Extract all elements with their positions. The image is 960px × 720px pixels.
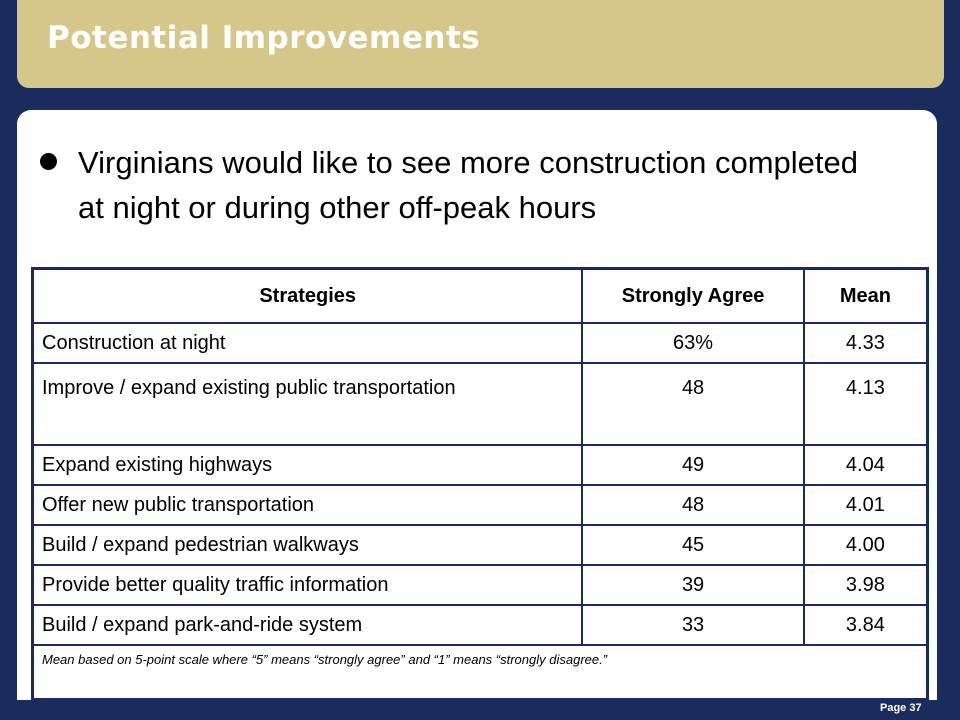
mean-cell: 4.04: [802, 444, 929, 486]
strongly-agree-cell: 63%: [581, 322, 805, 364]
bullet-point: Virginians would like to see more constr…: [40, 140, 880, 230]
mean-cell: 3.84: [802, 604, 929, 646]
page-number: Page 37: [880, 702, 922, 714]
strategies-table: Strategies Strongly Agree Mean Construct…: [31, 267, 929, 701]
strongly-agree-cell: 39: [581, 564, 805, 606]
bullet-dot-icon: [40, 153, 57, 170]
table-row: Construction at night 63% 4.33: [31, 322, 929, 364]
mean-cell: 3.98: [802, 564, 929, 606]
table-row: Build / expand park-and-ride system 33 3…: [31, 604, 929, 646]
header-mean: Mean: [802, 267, 929, 324]
mean-cell: 4.13: [802, 362, 929, 446]
bullet-text: Virginians would like to see more constr…: [78, 145, 858, 225]
table-row: Provide better quality traffic informati…: [31, 564, 929, 606]
strategy-cell: Improve / expand existing public transpo…: [31, 362, 584, 446]
strongly-agree-cell: 45: [581, 524, 805, 566]
strategy-cell: Provide better quality traffic informati…: [31, 564, 584, 606]
slide-title: Potential Improvements: [47, 20, 481, 56]
mean-cell: 4.33: [802, 322, 929, 364]
strongly-agree-cell: 49: [581, 444, 805, 486]
title-bar: Potential Improvements: [17, 0, 944, 88]
table-header-row: Strategies Strongly Agree Mean: [31, 267, 929, 324]
table-row: Build / expand pedestrian walkways 45 4.…: [31, 524, 929, 566]
table-row: Expand existing highways 49 4.04: [31, 444, 929, 486]
strategy-cell: Build / expand pedestrian walkways: [31, 524, 584, 566]
strategy-cell: Construction at night: [31, 322, 584, 364]
mean-cell: 4.00: [802, 524, 929, 566]
header-strategies: Strategies: [31, 267, 584, 324]
table-footnote: Mean based on 5-point scale where “5” me…: [31, 644, 929, 701]
strategy-cell: Build / expand park-and-ride system: [31, 604, 584, 646]
footnote-row: Mean based on 5-point scale where “5” me…: [31, 644, 929, 701]
mean-cell: 4.01: [802, 484, 929, 526]
strongly-agree-cell: 48: [581, 362, 805, 446]
strategy-cell: Offer new public transportation: [31, 484, 584, 526]
strongly-agree-cell: 48: [581, 484, 805, 526]
strongly-agree-cell: 33: [581, 604, 805, 646]
header-strongly-agree: Strongly Agree: [581, 267, 805, 324]
table-row: Offer new public transportation 48 4.01: [31, 484, 929, 526]
strategy-cell: Expand existing highways: [31, 444, 584, 486]
table-row: Improve / expand existing public transpo…: [31, 362, 929, 446]
